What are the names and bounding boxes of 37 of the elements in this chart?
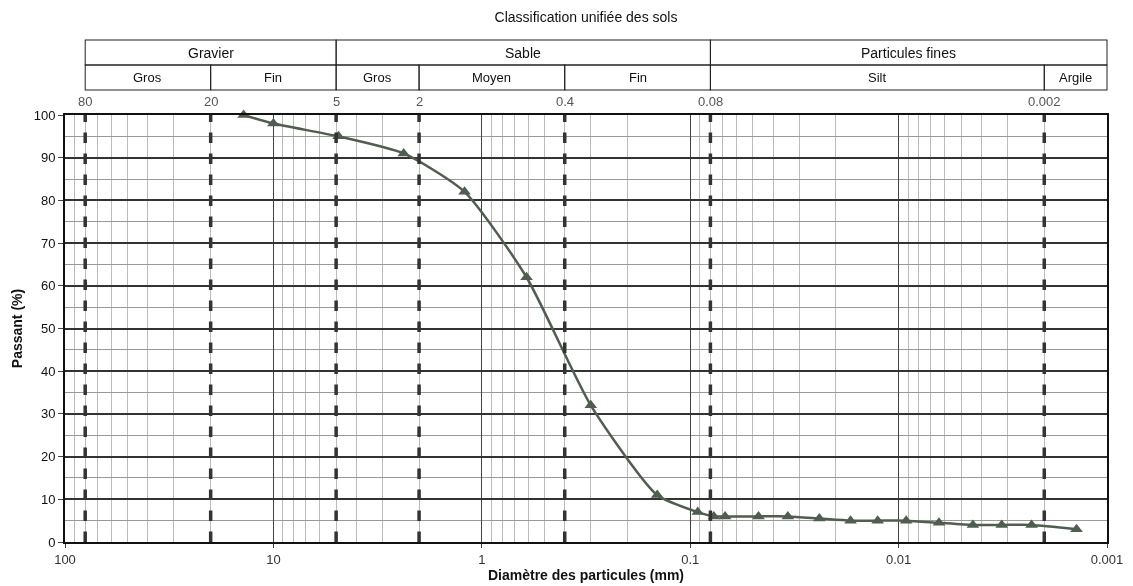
text: Gros (363, 70, 392, 85)
y-tick-label: 100 (33, 107, 56, 123)
x-tick-label: 0.1 (681, 551, 700, 567)
ref-line-label: 0.4 (556, 94, 575, 109)
ref-line-label: 20 (204, 94, 219, 109)
ref-line-label: 2 (416, 94, 424, 109)
ref-line-label: 80 (78, 94, 93, 109)
y-tick-label: 30 (40, 406, 56, 422)
text: Moyen (472, 70, 512, 85)
y-tick-label: 80 (40, 192, 56, 208)
y-tick-label: 10 (40, 491, 56, 507)
y-tick-label: 0 (48, 534, 56, 550)
text: Fin (629, 70, 648, 85)
text: Silt (868, 70, 887, 85)
x-tick-label: 100 (54, 551, 76, 567)
y-tick-label: 50 (40, 321, 56, 337)
y-tick-label: 70 (40, 235, 56, 251)
text: Argile (1059, 70, 1093, 85)
y-tick-label: 60 (40, 278, 56, 294)
text: Particules fines (861, 45, 956, 61)
x-axis-title: Diamètre des particules (mm) (487, 566, 685, 583)
x-tick-label: 0.01 (885, 551, 912, 567)
x-tick-label: 10 (266, 551, 281, 567)
y-tick-label: 20 (40, 449, 56, 465)
text: Gravier (188, 45, 235, 61)
y-axis-title: Passant (%) (8, 288, 25, 369)
x-tick-label: 0.001 (1090, 551, 1124, 567)
ref-line-label: 0.002 (1028, 94, 1061, 109)
x-tick-label: 1 (478, 551, 486, 567)
text: Sable (505, 45, 542, 61)
ref-line-label: 5 (333, 94, 341, 109)
text: Fin (264, 70, 283, 85)
y-tick-label: 90 (40, 150, 56, 166)
y-tick-label: 40 (40, 363, 56, 379)
ref-line-label: 0.08 (698, 94, 724, 109)
chart-title: Classification unifiée des sols (494, 8, 678, 25)
text: Gros (133, 70, 162, 85)
